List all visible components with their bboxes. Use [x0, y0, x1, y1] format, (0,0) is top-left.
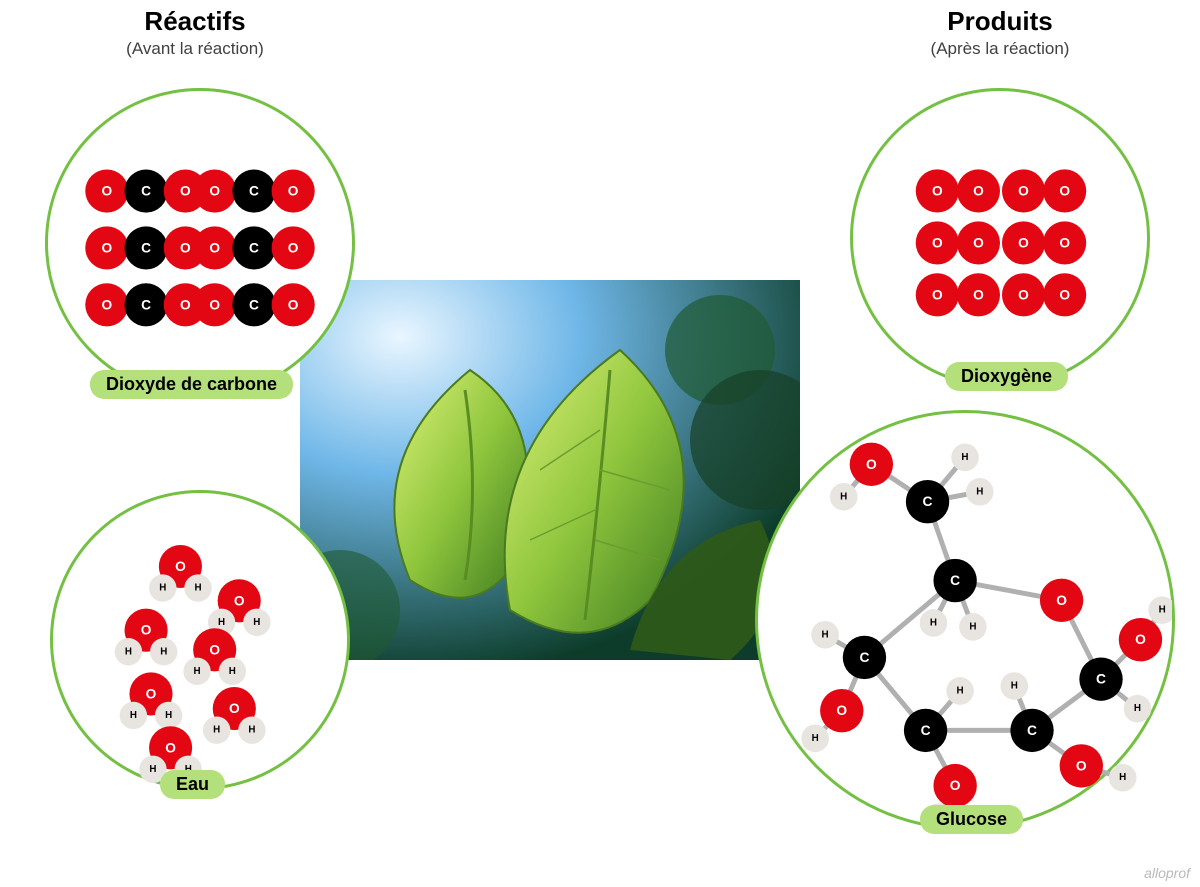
svg-text:H: H [969, 621, 976, 632]
h2o-label: Eau [160, 770, 225, 799]
svg-text:H: H [930, 617, 937, 628]
svg-text:H: H [253, 617, 260, 628]
svg-text:C: C [1027, 723, 1037, 738]
svg-text:H: H [840, 491, 847, 502]
svg-text:O: O [102, 184, 113, 199]
svg-text:O: O [1059, 235, 1070, 250]
svg-text:O: O [102, 240, 113, 255]
svg-text:H: H [976, 486, 983, 497]
svg-text:C: C [921, 723, 931, 738]
svg-text:H: H [1159, 605, 1166, 616]
svg-text:H: H [194, 666, 201, 677]
svg-text:O: O [1059, 287, 1070, 302]
svg-text:H: H [812, 733, 819, 744]
svg-text:C: C [923, 494, 933, 509]
svg-text:C: C [141, 184, 151, 199]
svg-text:O: O [141, 623, 152, 638]
svg-text:H: H [149, 764, 156, 775]
svg-text:O: O [1135, 632, 1146, 647]
svg-text:H: H [1134, 703, 1141, 714]
o2-panel: O O O O O O O O O O O O [850, 88, 1150, 388]
reactants-header: Réactifs (Avant la réaction) [60, 6, 330, 59]
svg-text:H: H [125, 646, 132, 657]
svg-text:C: C [249, 240, 259, 255]
svg-text:C: C [950, 573, 960, 588]
svg-text:O: O [932, 235, 943, 250]
svg-text:O: O [288, 184, 299, 199]
svg-text:H: H [160, 646, 167, 657]
svg-text:C: C [249, 297, 259, 312]
svg-text:O: O [146, 686, 157, 701]
svg-text:H: H [165, 710, 172, 721]
svg-text:O: O [288, 240, 299, 255]
co2-panel: O C O O C O O C O O C O O C O O C O [45, 88, 355, 398]
svg-text:H: H [130, 710, 137, 721]
svg-text:O: O [973, 287, 984, 302]
products-title: Produits [865, 6, 1135, 37]
svg-text:H: H [248, 725, 255, 736]
svg-text:C: C [249, 184, 259, 199]
svg-text:O: O [1059, 183, 1070, 198]
glucose-panel: CCOCCCCOHHHHHHOHHOHHOHOHH [755, 410, 1175, 830]
watermark: alloprof [1144, 865, 1190, 881]
svg-text:H: H [159, 583, 166, 594]
svg-text:H: H [229, 666, 236, 677]
svg-text:O: O [209, 184, 220, 199]
h2o-panel: OHHOHHOHHOHHOHHOHHOHH [50, 490, 350, 790]
svg-text:O: O [1018, 287, 1029, 302]
svg-text:C: C [859, 650, 869, 665]
reactants-subtitle: (Avant la réaction) [60, 39, 330, 59]
svg-text:O: O [973, 183, 984, 198]
svg-text:O: O [165, 740, 176, 755]
svg-text:O: O [932, 183, 943, 198]
svg-text:H: H [1119, 772, 1126, 783]
reactants-title: Réactifs [60, 6, 330, 37]
svg-text:O: O [180, 297, 191, 312]
svg-text:O: O [209, 642, 220, 657]
glucose-label: Glucose [920, 805, 1023, 834]
svg-text:O: O [1018, 183, 1029, 198]
svg-text:H: H [195, 583, 202, 594]
svg-text:O: O [209, 297, 220, 312]
svg-text:O: O [836, 703, 847, 718]
svg-text:H: H [957, 685, 964, 696]
svg-text:H: H [961, 452, 968, 463]
svg-text:O: O [1056, 593, 1067, 608]
svg-text:H: H [1011, 681, 1018, 692]
svg-text:C: C [141, 240, 151, 255]
svg-text:O: O [932, 287, 943, 302]
products-header: Produits (Après la réaction) [865, 6, 1135, 59]
svg-text:H: H [213, 725, 220, 736]
svg-text:C: C [141, 297, 151, 312]
svg-text:O: O [180, 240, 191, 255]
svg-text:H: H [218, 617, 225, 628]
co2-label: Dioxyde de carbone [90, 370, 293, 399]
svg-text:O: O [866, 457, 877, 472]
products-subtitle: (Après la réaction) [865, 39, 1135, 59]
svg-text:C: C [1096, 672, 1106, 687]
o2-label: Dioxygène [945, 362, 1068, 391]
svg-text:O: O [180, 184, 191, 199]
leaf-photo [300, 280, 800, 660]
svg-text:O: O [973, 235, 984, 250]
svg-text:O: O [102, 297, 113, 312]
svg-text:O: O [229, 701, 240, 716]
svg-text:O: O [234, 593, 245, 608]
svg-text:O: O [1076, 758, 1087, 773]
svg-text:H: H [821, 629, 828, 640]
svg-text:O: O [175, 559, 186, 574]
svg-text:O: O [1018, 235, 1029, 250]
svg-text:O: O [288, 297, 299, 312]
svg-text:O: O [950, 778, 961, 793]
svg-text:O: O [209, 240, 220, 255]
